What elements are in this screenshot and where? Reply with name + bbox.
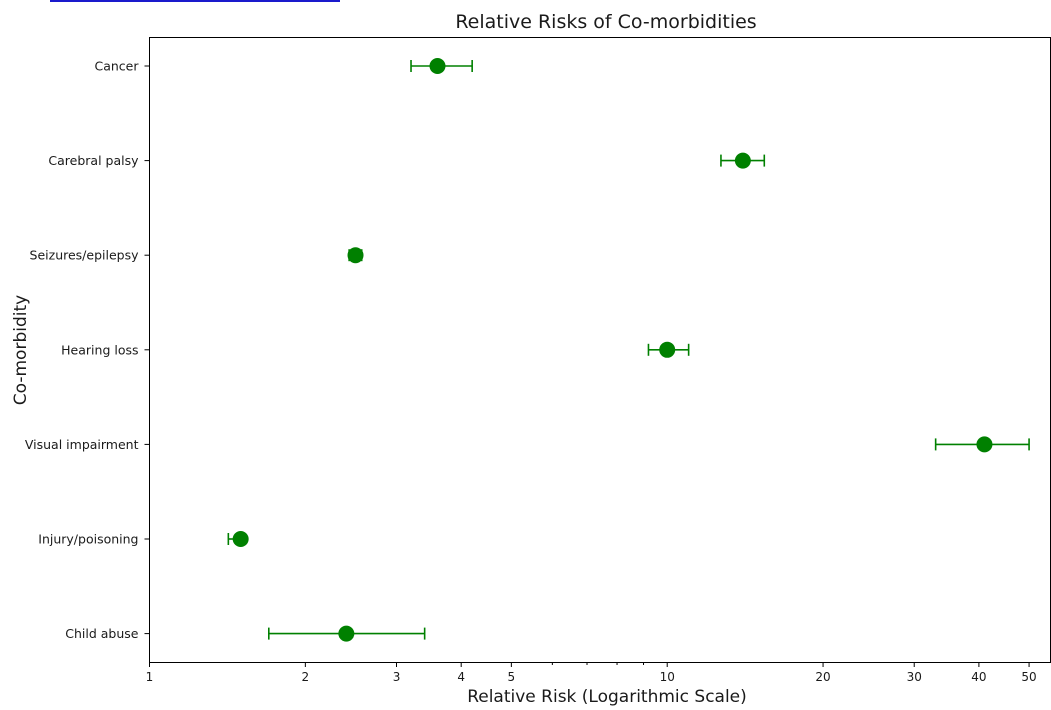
- x-tick-label: 30: [907, 670, 922, 684]
- x-tick-label: 50: [1021, 670, 1036, 684]
- data-point: [232, 531, 249, 547]
- x-tick-label: 10: [660, 670, 675, 684]
- data-point: [338, 625, 355, 642]
- plot-frame: [149, 37, 1051, 663]
- x-axis-label: Relative Risk (Logarithmic Scale): [467, 687, 747, 706]
- x-tick-label: 4: [457, 670, 465, 684]
- data-point: [734, 152, 751, 169]
- x-tick-label: 40: [971, 670, 986, 684]
- y-axis-label: Co-morbidity: [11, 295, 31, 405]
- y-tick-label: Carebral palsy: [48, 153, 139, 168]
- y-tick-label: Child abuse: [65, 626, 139, 641]
- y-tick-label: Injury/poisoning: [38, 532, 138, 547]
- y-tick-label: Cancer: [94, 59, 139, 74]
- x-tick-label: 3: [393, 670, 401, 684]
- data-point: [429, 58, 446, 74]
- x-tick-label: 1: [146, 670, 154, 684]
- x-axis-ticks: 1 2 3 4 5 10 20 30 40 50: [146, 662, 1037, 684]
- y-axis-ticks: Cancer Carebral palsy Seizures/epilepsy Hea…: [25, 59, 150, 641]
- data-point: [347, 247, 364, 264]
- chart-title: Relative Risks of Co-morbidities: [455, 11, 756, 33]
- data-point: [976, 436, 993, 453]
- x-tick-label: 5: [508, 670, 516, 684]
- data-marks: [227, 58, 1030, 642]
- y-tick-label: Visual impairment: [25, 437, 139, 452]
- data-point: [659, 341, 676, 358]
- x-tick-label: 20: [815, 670, 830, 684]
- x-tick-label: 2: [302, 670, 310, 684]
- y-tick-label: Hearing loss: [61, 342, 138, 357]
- top-link-underline: [50, 0, 340, 2]
- y-tick-label: Seizures/epilepsy: [30, 248, 140, 263]
